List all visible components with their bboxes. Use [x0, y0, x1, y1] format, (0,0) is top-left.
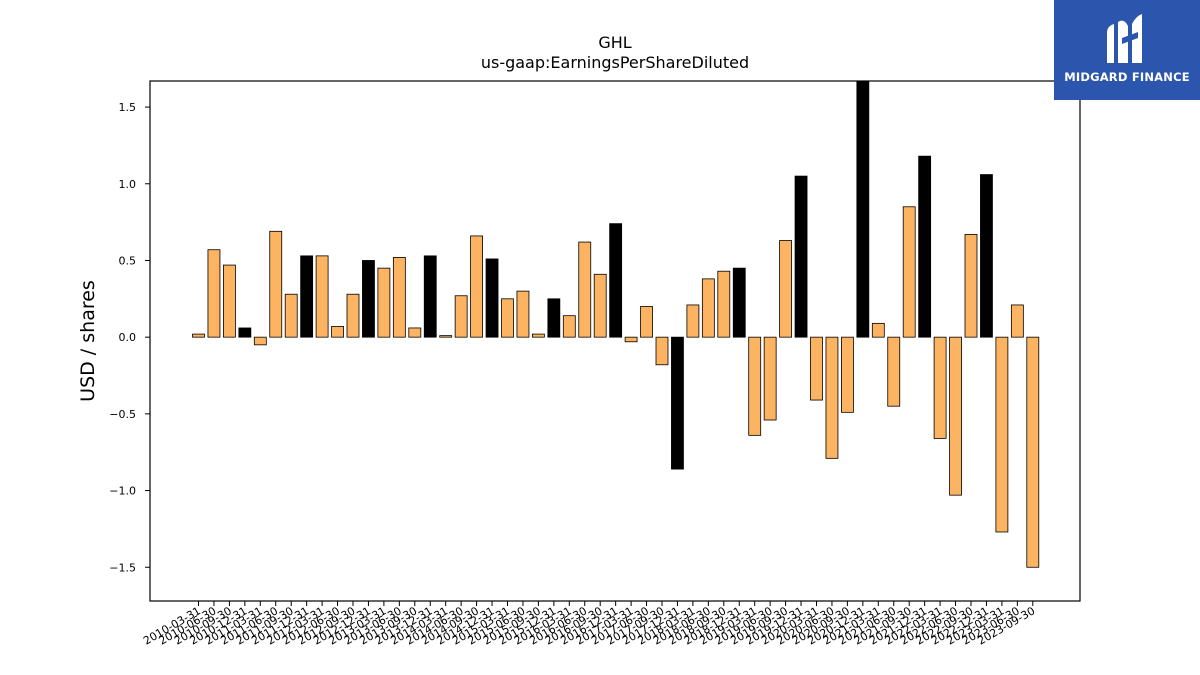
plot-frame [149, 80, 1081, 602]
bar-2013-12-31 [423, 255, 437, 338]
bar-2021-12-31 [918, 155, 932, 338]
bar-2023-03-31 [995, 336, 1009, 533]
bar-2017-06-30 [640, 306, 653, 338]
bar-2010-06-30 [207, 249, 221, 338]
bar-2010-03-31 [192, 333, 205, 338]
bar-2022-03-31 [933, 336, 947, 439]
bar-2022-06-30 [949, 336, 962, 496]
y-tick-label: −0.5 [109, 408, 136, 421]
bar-2012-09-30 [346, 293, 360, 338]
bar-2012-03-31 [315, 255, 329, 338]
bar-2023-09-30 [1026, 336, 1040, 568]
bar-2015-03-31 [501, 298, 514, 338]
chart-title: GHL [598, 33, 631, 52]
bar-2014-09-30 [470, 235, 484, 338]
chart-subtitle: us-gaap:EarningsPerShareDiluted [481, 53, 749, 72]
y-tick-label: 1.0 [119, 178, 137, 191]
y-tick-label: −1.0 [109, 485, 136, 498]
bar-2019-03-31 [748, 336, 762, 436]
y-tick-label: 0.0 [119, 331, 137, 344]
bar-2019-06-30 [763, 336, 777, 421]
bar-2020-12-31 [856, 80, 870, 338]
brand-name: MIDGARD FINANCE [1064, 70, 1190, 84]
bar-2017-03-31 [624, 336, 638, 343]
bar-2018-09-30 [717, 270, 731, 338]
bar-2021-09-30 [902, 206, 916, 338]
bar-2018-06-30 [701, 278, 715, 338]
bar-2011-03-31 [253, 336, 267, 346]
bar-2023-06-30 [1010, 304, 1024, 338]
bar-2013-03-31 [377, 267, 391, 338]
y-axis: −1.5 −1.0 −0.5 0.0 0.5 1.0 1.5 [109, 101, 150, 574]
bar-2011-09-30 [284, 293, 298, 338]
bar-2020-03-31 [810, 336, 823, 401]
bar-2016-06-30 [578, 241, 592, 338]
bars-group [192, 80, 1040, 568]
midgard-m-logo-icon [1107, 14, 1142, 63]
bar-2010-12-31 [238, 327, 252, 338]
x-axis: 2010-03-312010-06-302010-09-302010-12-31… [141, 601, 1037, 648]
y-tick-label: −1.5 [109, 561, 136, 574]
bar-2011-06-30 [269, 230, 283, 338]
bar-2014-03-31 [439, 335, 453, 338]
bar-2012-06-30 [331, 326, 344, 338]
bar-2013-06-30 [392, 256, 406, 338]
bar-2019-09-30 [779, 240, 792, 338]
bar-2015-12-31 [547, 298, 561, 338]
bar-2017-09-30 [655, 336, 669, 366]
y-tick-label: 1.5 [119, 101, 137, 114]
bar-2013-09-30 [408, 327, 422, 338]
bar-2018-03-31 [686, 304, 700, 338]
bar-2022-12-31 [980, 174, 993, 338]
bar-2021-03-31 [871, 322, 885, 338]
bar-2011-12-31 [300, 255, 314, 338]
bar-2014-12-31 [485, 258, 499, 338]
bar-2022-09-30 [964, 233, 978, 338]
bar-2018-12-31 [732, 267, 746, 338]
bar-2016-12-31 [609, 223, 623, 338]
bar-2014-06-30 [454, 295, 468, 338]
brand-logo: MIDGARD FINANCE [1054, 0, 1200, 100]
bar-2016-09-30 [593, 273, 607, 338]
bar-2012-12-31 [362, 260, 375, 338]
bar-2020-06-30 [825, 336, 839, 459]
bar-2015-06-30 [516, 290, 530, 338]
bar-2017-12-31 [671, 336, 684, 470]
bar-2015-09-30 [532, 333, 545, 338]
bar-2019-12-31 [794, 175, 808, 338]
bar-2010-09-30 [222, 264, 236, 338]
bar-2016-03-31 [562, 315, 576, 338]
y-axis-label: USD / shares [77, 280, 99, 402]
bar-2020-09-30 [841, 336, 854, 413]
bar-2021-06-30 [887, 336, 901, 407]
y-tick-label: 0.5 [119, 254, 137, 267]
